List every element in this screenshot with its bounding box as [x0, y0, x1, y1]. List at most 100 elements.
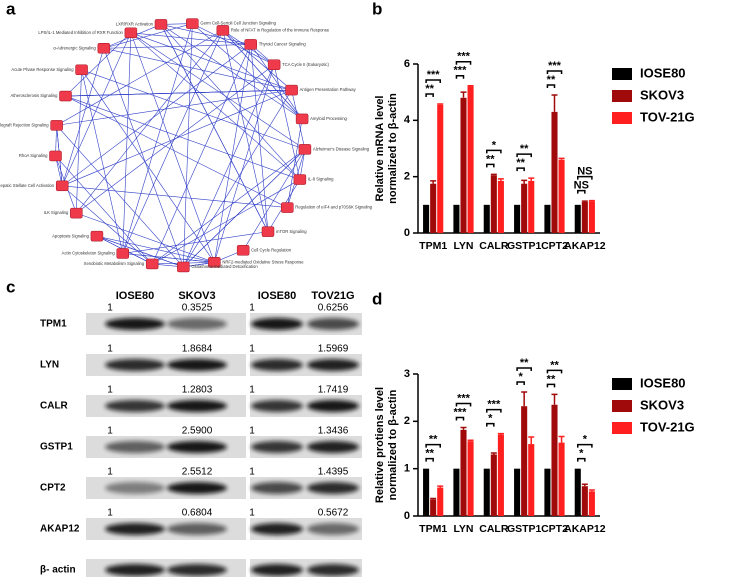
error-bar — [528, 177, 535, 181]
network-edge — [65, 95, 288, 208]
legend-swatch — [612, 378, 632, 390]
node-label: Xenobiotic Metabolism Signaling — [84, 261, 145, 266]
network-node — [97, 43, 111, 54]
node-label: RhoA Signaling — [19, 153, 48, 158]
significance-bracket — [577, 457, 586, 462]
network-edge — [192, 23, 303, 120]
network-edge — [160, 24, 303, 120]
network-edge — [65, 32, 132, 97]
bar — [528, 444, 535, 516]
x-tick-label: GSTP1 — [507, 240, 542, 252]
error-bar — [430, 497, 437, 500]
network-edge — [103, 23, 193, 49]
network-node — [216, 25, 230, 36]
blot-column: IOSE80 — [258, 290, 297, 302]
panel-label: d — [372, 289, 382, 308]
significance-label: ** — [520, 143, 529, 155]
y-axis-label: normalized to β-actin — [387, 389, 399, 500]
significance-label: NS — [577, 166, 592, 178]
y-tick-label: 1 — [404, 463, 410, 475]
significance-bracket — [486, 163, 495, 168]
network-node — [295, 113, 309, 125]
error-bar — [588, 489, 595, 492]
significance-bracket — [425, 443, 441, 448]
network-edge — [76, 30, 224, 214]
blot-column: IOSE80 — [116, 290, 155, 302]
network-node — [55, 180, 69, 192]
bar — [558, 442, 565, 516]
y-axis-label: normalized to β-actin — [387, 93, 399, 204]
significance-label: NS — [574, 180, 589, 192]
network-edge — [152, 149, 306, 265]
x-tick-label: GSTP1 — [507, 523, 542, 535]
y-axis-label: Relative mRNA level — [374, 96, 386, 202]
network-edge — [122, 32, 132, 254]
network-node — [154, 19, 168, 30]
network-edge — [62, 44, 251, 187]
y-tick-label: 4 — [404, 114, 411, 126]
blot-ratio: 1 — [107, 508, 113, 519]
network-node — [208, 257, 221, 268]
network-edge — [55, 155, 153, 265]
blot-ratio: 1.3436 — [318, 426, 349, 437]
blot-ratio: 0.6256 — [318, 303, 349, 314]
blot-band — [307, 523, 359, 535]
blot-ratio: 1 — [107, 467, 113, 478]
network-edge — [214, 64, 275, 263]
legend-swatch — [612, 68, 632, 80]
network-node — [293, 174, 307, 185]
node-label: Alzheimer's Disease Signaling — [313, 146, 370, 151]
bar — [497, 434, 504, 516]
x-tick-label: LYN — [453, 523, 473, 535]
network-edge — [192, 23, 275, 65]
network-edge — [76, 64, 275, 214]
blot-ratio: 1 — [249, 385, 255, 396]
blot-ratio: 1 — [249, 467, 255, 478]
network-node — [298, 144, 312, 155]
significance-bracket — [546, 383, 556, 388]
x-tick-label: TPM1 — [419, 240, 447, 252]
legend-swatch — [612, 90, 632, 102]
network-node — [267, 59, 281, 70]
blot-ratio: 0.5672 — [318, 508, 349, 519]
network-edge — [130, 32, 292, 91]
significance-bracket — [516, 153, 532, 158]
significance-label: *** — [454, 406, 468, 418]
blot-ratio: 1 — [249, 344, 255, 355]
blot-ratio: 1.7419 — [318, 385, 349, 396]
blot-band — [251, 482, 303, 494]
node-label: Germ Cell-Sertoli Cell Junction Signalin… — [200, 21, 276, 26]
significance-label: ** — [547, 373, 556, 385]
error-bar — [430, 180, 437, 184]
panel-label: a — [6, 0, 16, 18]
error-bar — [551, 393, 558, 405]
error-bar — [460, 426, 467, 430]
bar — [544, 468, 551, 516]
network-edge — [242, 149, 306, 251]
blot-band — [307, 441, 359, 453]
bar — [453, 468, 460, 516]
bar — [437, 487, 444, 516]
y-tick-label: 6 — [404, 58, 410, 70]
bar — [574, 204, 581, 233]
blot-band — [167, 564, 227, 576]
network-edge — [56, 30, 224, 126]
bar — [460, 97, 467, 233]
network-edge — [222, 30, 303, 120]
significance-bracket — [546, 84, 556, 88]
significance-label: *** — [457, 392, 471, 404]
network-edge — [130, 32, 251, 45]
blot-ratio: 1.8684 — [182, 344, 213, 355]
blot-band — [251, 318, 303, 330]
error-bar — [521, 179, 528, 184]
significance-bracket — [516, 381, 525, 385]
bar — [467, 441, 474, 516]
blot-band — [251, 441, 303, 453]
bar — [490, 175, 497, 233]
node-label: Allograft Rejection Signaling — [0, 122, 49, 127]
node-label: Thyroid Cancer Signaling — [259, 42, 307, 47]
network-edge — [96, 235, 215, 263]
network-edge — [222, 30, 292, 91]
significance-label: ** — [550, 359, 559, 371]
blot-row-label: β- actin — [40, 565, 76, 576]
